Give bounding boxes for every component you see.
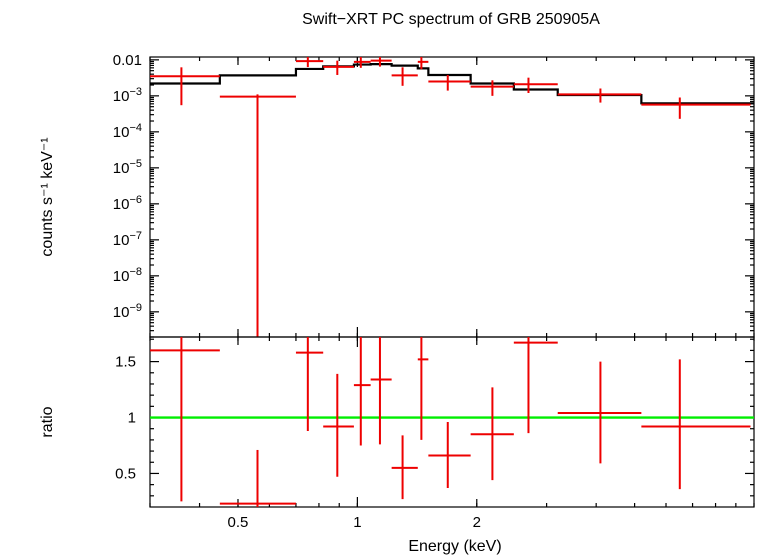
ratio-tick-label-2: 1.5 bbox=[115, 354, 136, 371]
y-tick-label-1: 10−3 bbox=[113, 86, 142, 105]
y-tick-label-2: 10−4 bbox=[113, 122, 142, 141]
y-tick-exponent: −7 bbox=[129, 230, 142, 242]
y-tick-base: 0.01 bbox=[113, 52, 142, 69]
y-tick-label-3: 10−5 bbox=[113, 158, 142, 177]
spectrum-point-4 bbox=[353, 57, 371, 68]
ratio-point-5 bbox=[370, 337, 392, 445]
ratio-point-0 bbox=[150, 337, 220, 502]
y-tick-label-0: 0.01 bbox=[113, 52, 142, 69]
ratio-frame bbox=[149, 336, 755, 508]
ratio-point-2 bbox=[295, 337, 324, 431]
y-tick-exponent: −9 bbox=[129, 302, 142, 314]
y-tick-base: 10 bbox=[113, 196, 130, 213]
y-tick-base: 10 bbox=[113, 268, 130, 285]
spectrum-point-3 bbox=[323, 60, 354, 75]
ratio-tick-label-0: 0.5 bbox=[115, 465, 136, 482]
spectrum-point-1 bbox=[219, 94, 296, 337]
ratio-point-6 bbox=[391, 435, 418, 500]
spectrum-point-12 bbox=[641, 97, 751, 119]
ratio-axis-label: ratio bbox=[39, 406, 56, 437]
axis-labels: Energy (keV) counts s⁻¹ keV⁻¹ ratio bbox=[39, 137, 502, 555]
y-tick-base: 10 bbox=[113, 160, 130, 177]
y-tick-exponent: −3 bbox=[129, 86, 142, 98]
y-tick-base: 10 bbox=[113, 232, 130, 249]
spectrum-point-11 bbox=[557, 88, 642, 103]
ratio-point-3 bbox=[323, 373, 354, 477]
spectrum-point-6 bbox=[391, 67, 418, 86]
spectrum-point-9 bbox=[470, 80, 514, 96]
spectrum-point-5 bbox=[370, 57, 392, 67]
chart-title: Swift−XRT PC spectrum of GRB 250905A bbox=[302, 11, 600, 28]
spectrum-point-0 bbox=[150, 67, 220, 106]
x-tick-label-1: 1 bbox=[353, 514, 361, 531]
ratio-point-11 bbox=[557, 361, 642, 464]
y-tick-base: 10 bbox=[113, 88, 130, 105]
model-curve bbox=[150, 63, 754, 105]
spectrum-point-10 bbox=[513, 77, 558, 93]
ratio-point-4 bbox=[353, 337, 371, 446]
y-axis-label: counts s⁻¹ keV⁻¹ bbox=[39, 137, 56, 256]
y-tick-label-4: 10−6 bbox=[113, 194, 142, 213]
spectrum-point-8 bbox=[428, 74, 471, 91]
spectrum-point-2 bbox=[295, 57, 324, 68]
ratio-tick-label-1: 1 bbox=[128, 410, 136, 427]
y-tick-exponent: −4 bbox=[129, 122, 142, 134]
ratio-point-12 bbox=[641, 359, 751, 490]
ratio-point-1 bbox=[219, 449, 296, 507]
x-axis-label: Energy (keV) bbox=[408, 538, 501, 555]
x-tick-label-0: 0.5 bbox=[228, 514, 249, 531]
y-tick-label-7: 10−9 bbox=[113, 302, 142, 321]
y-tick-base: 10 bbox=[113, 124, 130, 141]
ratio-panel: 0.5 1 1.5 0.5 1 2 bbox=[115, 336, 755, 531]
y-tick-label-6: 10−8 bbox=[113, 266, 142, 285]
ratio-point-10 bbox=[513, 337, 558, 434]
y-tick-exponent: −6 bbox=[129, 194, 142, 206]
y-tick-exponent: −8 bbox=[129, 266, 142, 278]
spectrum-point-7 bbox=[417, 57, 429, 70]
y-tick-base: 10 bbox=[113, 304, 130, 321]
ratio-point-7 bbox=[417, 337, 429, 440]
ratio-point-8 bbox=[428, 422, 471, 488]
ratio-point-9 bbox=[470, 387, 514, 481]
x-tick-label-2: 2 bbox=[473, 514, 481, 531]
y-tick-exponent: −5 bbox=[129, 158, 142, 170]
y-tick-label-5: 10−7 bbox=[113, 230, 142, 249]
